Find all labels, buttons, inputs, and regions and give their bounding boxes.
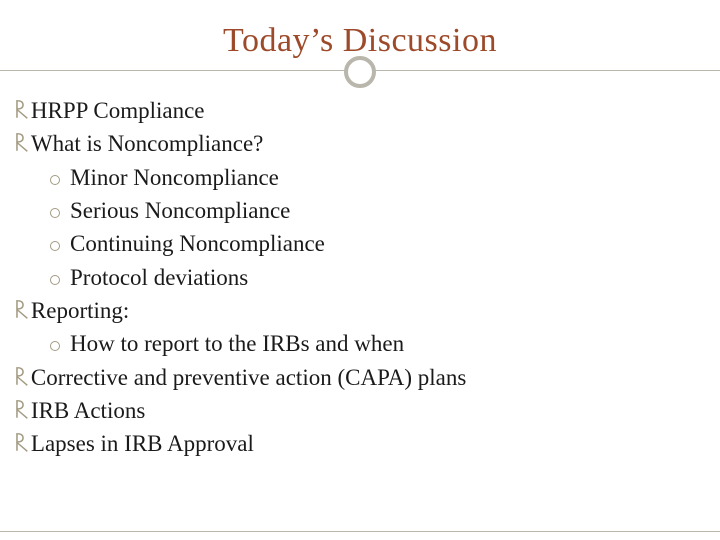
- list-item-label: Corrective and preventive action (CAPA) …: [31, 361, 466, 394]
- sublist-item-label: Continuing Noncompliance: [70, 227, 325, 260]
- list-item: 𐝥 Lapses in IRB Approval: [14, 427, 706, 460]
- sublist-item-label: Protocol deviations: [70, 261, 248, 294]
- list-item-label: IRB Actions: [31, 394, 145, 427]
- swirl-bullet-icon: 𐝥: [14, 428, 27, 460]
- slide: Today’s Discussion 𐝥 HRPP Compliance 𐝥 W…: [0, 0, 720, 540]
- circle-bullet-icon: [50, 241, 60, 251]
- sublist-item-label: How to report to the IRBs and when: [70, 327, 404, 360]
- swirl-bullet-icon: 𐝥: [14, 395, 27, 427]
- list-item-label: Reporting:: [31, 294, 129, 327]
- swirl-bullet-icon: 𐝥: [14, 362, 27, 394]
- sublist-item-label: Minor Noncompliance: [70, 161, 279, 194]
- list-item-label: Lapses in IRB Approval: [31, 427, 254, 460]
- sublist-item-label: Serious Noncompliance: [70, 194, 290, 227]
- swirl-bullet-icon: 𐝥: [14, 95, 27, 127]
- list-item-label: What is Noncompliance?: [31, 127, 263, 160]
- swirl-bullet-icon: 𐝥: [14, 128, 27, 160]
- list-item-label: HRPP Compliance: [31, 94, 205, 127]
- swirl-bullet-icon: 𐝥: [14, 295, 27, 327]
- circle-bullet-icon: [50, 341, 60, 351]
- circle-bullet-icon: [50, 208, 60, 218]
- content-body: 𐝥 HRPP Compliance 𐝥 What is Noncomplianc…: [14, 94, 706, 461]
- sublist-item: Protocol deviations: [14, 261, 706, 294]
- circle-bullet-icon: [50, 275, 60, 285]
- ring-icon: [344, 56, 376, 88]
- list-item: 𐝥 Corrective and preventive action (CAPA…: [14, 361, 706, 394]
- divider-line: [0, 531, 720, 532]
- sublist-item: Continuing Noncompliance: [14, 227, 706, 260]
- title-area: Today’s Discussion: [14, 22, 706, 60]
- circle-bullet-icon: [50, 175, 60, 185]
- sublist-item: Serious Noncompliance: [14, 194, 706, 227]
- list-item: 𐝥 HRPP Compliance: [14, 94, 706, 127]
- list-item: 𐝥 IRB Actions: [14, 394, 706, 427]
- sublist-item: How to report to the IRBs and when: [14, 327, 706, 360]
- slide-title: Today’s Discussion: [14, 22, 706, 60]
- list-item: 𐝥 Reporting:: [14, 294, 706, 327]
- sublist-item: Minor Noncompliance: [14, 161, 706, 194]
- list-item: 𐝥 What is Noncompliance?: [14, 127, 706, 160]
